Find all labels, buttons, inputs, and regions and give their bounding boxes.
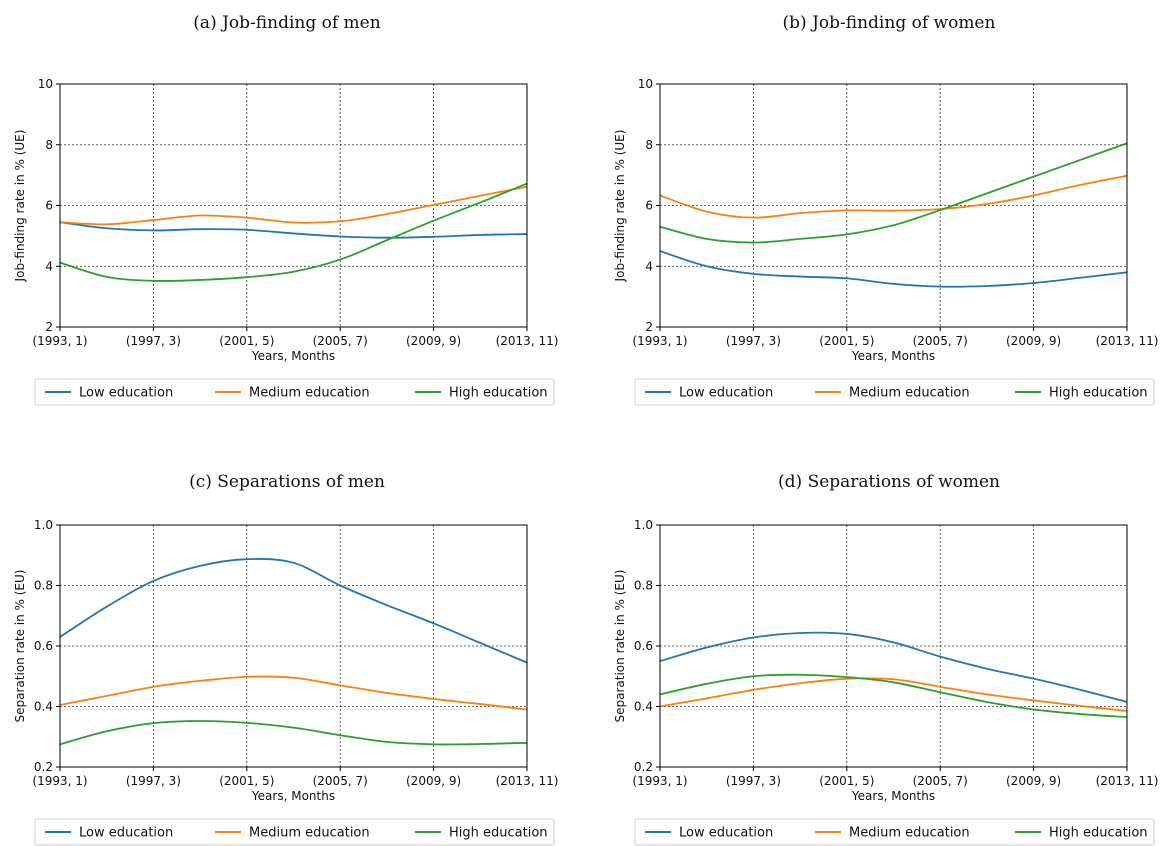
x-tick-label: (1993, 1) xyxy=(632,774,687,788)
chart-title: (a) Job-finding of men xyxy=(193,13,380,33)
y-tick-label: 0.4 xyxy=(34,700,53,714)
y-tick-label: 0.2 xyxy=(34,760,53,774)
plot-frame xyxy=(59,524,528,768)
y-tick-label: 0.6 xyxy=(34,639,53,653)
legend-label-2: High education xyxy=(449,826,548,841)
legend-label-0: Low education xyxy=(79,826,173,841)
legend-label-0: Low education xyxy=(79,386,173,401)
legend-label-2: High education xyxy=(1049,826,1148,841)
y-axis-label: Job-finding rate in % (UE) xyxy=(613,130,627,283)
x-tick-label: (2001, 5) xyxy=(819,774,874,788)
x-tick-label: (2013, 11) xyxy=(496,774,559,788)
x-tick-label: (1997, 3) xyxy=(126,774,181,788)
y-tick-label: 1.0 xyxy=(634,518,653,532)
y-tick-label: 0.8 xyxy=(34,579,53,593)
x-tick-label: (2005, 7) xyxy=(313,774,368,788)
series-line-1 xyxy=(59,185,528,226)
chart-panel-2: (c) Separations of men (1993, 1) (1997, 3)… xyxy=(13,472,559,846)
y-tick-label: 6 xyxy=(645,199,653,213)
x-tick-label: (1993, 1) xyxy=(32,334,87,348)
series-line-2 xyxy=(659,142,1128,244)
legend-label-1: Medium education xyxy=(849,386,970,401)
y-tick-label: 0.2 xyxy=(634,760,653,774)
y-tick-label: 0.4 xyxy=(634,700,653,714)
legend-label-2: High education xyxy=(1049,386,1148,401)
x-tick-label: (1993, 1) xyxy=(632,334,687,348)
x-tick-label: (2009, 9) xyxy=(1006,334,1061,348)
series-line-2 xyxy=(59,720,528,746)
legend-label-1: Medium education xyxy=(849,826,970,841)
x-tick-label: (2001, 5) xyxy=(219,334,274,348)
legend-label-1: Medium education xyxy=(249,386,370,401)
y-tick-label: 4 xyxy=(645,259,653,273)
legend-box xyxy=(34,378,555,406)
y-tick-label: 6 xyxy=(45,199,53,213)
x-tick-label: (2005, 7) xyxy=(913,774,968,788)
x-tick-label: (2013, 11) xyxy=(1096,334,1159,348)
x-tick-label: (2005, 7) xyxy=(913,334,968,348)
x-axis-label: Years, Months xyxy=(851,349,935,363)
x-tick-label: (2013, 11) xyxy=(1096,774,1159,788)
series-line-1 xyxy=(59,675,528,711)
series-line-1 xyxy=(659,174,1128,219)
legend-label-0: Low education xyxy=(679,386,773,401)
y-tick-label: 4 xyxy=(45,259,53,273)
series-line-0 xyxy=(59,221,528,239)
y-axis-label: Separation rate in % (EU) xyxy=(13,570,27,723)
series-line-1 xyxy=(659,677,1128,712)
x-tick-label: (1993, 1) xyxy=(32,774,87,788)
chart-title: (d) Separations of women xyxy=(778,472,1000,492)
x-axis-label: Years, Months xyxy=(251,789,335,803)
y-tick-label: 0.6 xyxy=(634,639,653,653)
legend-box xyxy=(634,818,1155,846)
y-tick-label: 10 xyxy=(38,77,53,91)
legend-label-1: Medium education xyxy=(249,826,370,841)
y-tick-label: 8 xyxy=(645,138,653,152)
legend-box xyxy=(34,818,555,846)
chart-panel-1: (b) Job-finding of women (1993, 1) (1997, … xyxy=(613,13,1159,406)
x-tick-label: (1997, 3) xyxy=(726,774,781,788)
x-axis-label: Years, Months xyxy=(851,789,935,803)
y-axis-label: Job-finding rate in % (UE) xyxy=(13,130,27,283)
chart-title: (c) Separations of men xyxy=(189,472,385,492)
series-line-0 xyxy=(659,631,1128,703)
x-tick-label: (2005, 7) xyxy=(313,334,368,348)
x-tick-label: (2001, 5) xyxy=(819,334,874,348)
y-tick-label: 10 xyxy=(638,77,653,91)
y-tick-label: 1.0 xyxy=(34,518,53,532)
x-tick-label: (2009, 9) xyxy=(406,774,461,788)
plot-frame xyxy=(59,83,528,328)
x-tick-label: (1997, 3) xyxy=(126,334,181,348)
legend-box xyxy=(634,378,1155,406)
plot-frame xyxy=(659,83,1128,328)
x-tick-label: (2009, 9) xyxy=(406,334,461,348)
chart-title: (b) Job-finding of women xyxy=(783,13,996,33)
series-line-0 xyxy=(59,558,528,664)
chart-panel-3: (d) Separations of women (1993, 1) (1997, … xyxy=(613,472,1159,846)
x-tick-label: (2009, 9) xyxy=(1006,774,1061,788)
legend-label-0: Low education xyxy=(679,826,773,841)
x-tick-label: (1997, 3) xyxy=(726,334,781,348)
legend-label-2: High education xyxy=(449,386,548,401)
series-line-2 xyxy=(59,182,528,282)
plot-frame xyxy=(659,524,1128,768)
x-axis-label: Years, Months xyxy=(251,349,335,363)
y-tick-label: 0.8 xyxy=(634,579,653,593)
series-line-2 xyxy=(659,673,1128,718)
y-tick-label: 8 xyxy=(45,138,53,152)
x-tick-label: (2013, 11) xyxy=(496,334,559,348)
series-line-0 xyxy=(659,250,1128,288)
x-tick-label: (2001, 5) xyxy=(219,774,274,788)
chart-panel-0: (a) Job-finding of men (1993, 1) (1997, 3)… xyxy=(13,13,559,406)
y-tick-label: 2 xyxy=(645,320,653,334)
y-axis-label: Separation rate in % (EU) xyxy=(613,570,627,723)
y-tick-label: 2 xyxy=(45,320,53,334)
